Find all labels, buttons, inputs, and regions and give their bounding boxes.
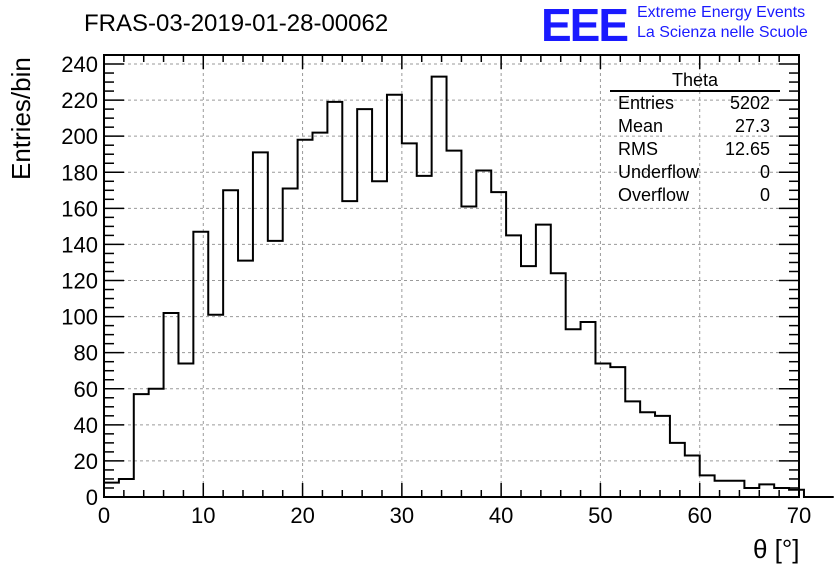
y-tick-label: 140 bbox=[61, 232, 98, 257]
y-tick-label: 220 bbox=[61, 88, 98, 113]
histogram-outline bbox=[103, 75, 834, 498]
logo-line-2: La Scienza nelle Scuole bbox=[637, 24, 808, 41]
stats-value: 27.3 bbox=[734, 116, 770, 136]
histogram-bins bbox=[103, 75, 834, 498]
y-tick-label: 60 bbox=[74, 377, 98, 402]
stats-label: Overflow bbox=[618, 185, 690, 205]
stats-box: Theta Entries 5202 Mean 27.3 RMS 12.65 Unde… bbox=[610, 70, 780, 207]
x-tick-label: 20 bbox=[290, 503, 314, 528]
y-tick-label: 100 bbox=[61, 305, 98, 330]
axis-ticks bbox=[103, 54, 800, 498]
stats-label: Mean bbox=[618, 116, 664, 136]
y-tick-label: 120 bbox=[61, 269, 98, 294]
x-tick-label: 70 bbox=[787, 503, 811, 528]
y-tick-label: 20 bbox=[74, 449, 98, 474]
x-tick-label: 10 bbox=[191, 503, 215, 528]
stats-divider bbox=[610, 90, 780, 92]
x-tick-labels: 0 10 20 30 40 50 60 70 bbox=[98, 503, 811, 528]
y-tick-label: 40 bbox=[74, 413, 98, 438]
y-axis-label: Entries/bin bbox=[6, 57, 36, 180]
plot-title: FRAS-03-2019-01-28-00062 bbox=[84, 10, 389, 37]
x-tick-label: 60 bbox=[687, 503, 711, 528]
eee-logo: EEE bbox=[541, 0, 629, 51]
stats-label: RMS bbox=[618, 139, 658, 159]
y-tick-label: 80 bbox=[74, 341, 98, 366]
stats-value: 12.65 bbox=[724, 139, 770, 159]
y-tick-label: 240 bbox=[61, 52, 98, 77]
stats-label: Entries bbox=[618, 93, 675, 113]
stats-title: Theta bbox=[671, 70, 719, 90]
y-tick-label: 180 bbox=[61, 160, 98, 185]
logo-line-1: Extreme Energy Events bbox=[637, 4, 806, 21]
stats-row-rms: RMS 12.65 bbox=[612, 138, 778, 161]
stats-row-entries: Entries 5202 bbox=[612, 92, 778, 115]
x-tick-label: 30 bbox=[390, 503, 414, 528]
plot-frame bbox=[103, 54, 800, 498]
stats-row-overflow: Overflow 0 bbox=[612, 184, 778, 207]
x-tick-label: 50 bbox=[588, 503, 612, 528]
stats-value: 0 bbox=[759, 185, 770, 205]
x-axis-label: θ [°] bbox=[753, 534, 800, 564]
stats-label: Underflow bbox=[618, 162, 700, 182]
stats-row-mean: Mean 27.3 bbox=[612, 115, 778, 138]
x-tick-label: 0 bbox=[98, 503, 110, 528]
y-tick-label: 200 bbox=[61, 124, 98, 149]
grid-lines bbox=[104, 55, 799, 497]
stats-value: 5202 bbox=[729, 93, 770, 113]
y-tick-labels: 0 20 40 60 80 100 120 140 160 180 200 220 240 bbox=[61, 52, 98, 510]
y-tick-label: 0 bbox=[86, 485, 98, 510]
x-tick-label: 40 bbox=[489, 503, 513, 528]
y-tick-label: 160 bbox=[61, 196, 98, 221]
stats-row-underflow: Underflow 0 bbox=[612, 161, 778, 184]
stats-value: 0 bbox=[759, 162, 770, 182]
